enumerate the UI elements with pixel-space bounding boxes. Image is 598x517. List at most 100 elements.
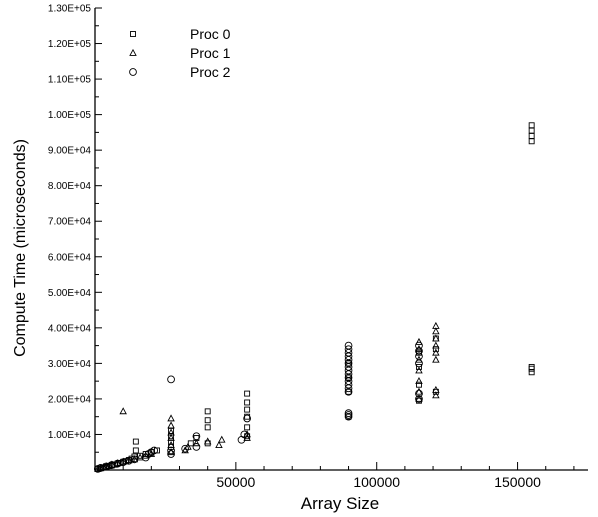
x-tick-label: 150000 bbox=[494, 474, 541, 490]
data-point-square bbox=[432, 346, 439, 353]
data-point-circle bbox=[96, 464, 105, 472]
data-point-circle bbox=[415, 341, 423, 350]
series-square bbox=[94, 122, 535, 472]
y-tick-label: 5.00E+04 bbox=[48, 288, 92, 299]
legend-label: Proc 0 bbox=[190, 26, 231, 42]
data-point-triangle bbox=[102, 462, 111, 470]
data-point-square bbox=[345, 360, 352, 367]
data-point-triangle bbox=[119, 407, 127, 415]
data-point-square bbox=[416, 381, 422, 388]
data-point-square bbox=[132, 438, 139, 445]
data-point-triangle bbox=[113, 459, 122, 467]
data-point-square bbox=[416, 363, 422, 370]
data-point-triangle bbox=[167, 448, 175, 456]
data-point-circle bbox=[167, 446, 175, 455]
x-axis-title: Array Size bbox=[301, 494, 379, 513]
data-point-square bbox=[204, 408, 211, 415]
data-point-square bbox=[204, 417, 211, 424]
data-point-square bbox=[528, 127, 535, 134]
data-point-circle bbox=[113, 459, 122, 468]
data-point-circle bbox=[415, 359, 423, 368]
data-point-circle bbox=[119, 458, 128, 467]
data-point-square bbox=[132, 447, 139, 454]
data-point-triangle bbox=[432, 385, 440, 393]
y-tick-label: 1.30E+05 bbox=[48, 4, 92, 15]
data-point-triangle bbox=[432, 355, 440, 363]
data-point-triangle bbox=[184, 442, 192, 450]
legend-marker-square bbox=[130, 31, 136, 37]
data-point-triangle bbox=[432, 334, 440, 342]
y-tick-label: 4.00E+04 bbox=[48, 323, 92, 334]
data-point-triangle bbox=[136, 453, 144, 461]
data-point-circle bbox=[240, 430, 249, 439]
data-point-square bbox=[528, 138, 535, 145]
x-axis-ticks: 50000 100000 150000 bbox=[122, 462, 575, 490]
data-point-triangle bbox=[167, 440, 175, 448]
y-tick-label: 7.00E+04 bbox=[48, 217, 92, 228]
y-axis-title: Compute Time (microseconds) bbox=[12, 139, 29, 357]
data-point-circle bbox=[415, 347, 423, 355]
data-point-circle bbox=[344, 341, 353, 350]
data-point-triangle bbox=[432, 321, 440, 329]
data-point-circle bbox=[415, 389, 423, 398]
plot-area bbox=[93, 122, 535, 473]
data-point-triangle bbox=[167, 428, 175, 436]
y-axis-ticks: 1.00E+04 2.00E+04 3.00E+04 4.00E+04 5.00E+04… bbox=[48, 4, 102, 453]
legend-label: Proc 1 bbox=[190, 45, 231, 61]
series-triangle bbox=[94, 321, 440, 472]
data-point-circle bbox=[415, 352, 423, 361]
data-point-square bbox=[204, 424, 211, 431]
axes bbox=[94, 8, 588, 471]
data-point-triangle bbox=[130, 455, 139, 463]
data-point-square bbox=[416, 349, 422, 356]
data-point-square bbox=[345, 413, 352, 420]
data-point-square bbox=[528, 132, 535, 139]
data-point-circle bbox=[415, 395, 423, 403]
data-point-triangle bbox=[141, 451, 150, 459]
data-point-square bbox=[244, 413, 251, 420]
data-point-square bbox=[528, 365, 535, 372]
data-point-square bbox=[148, 449, 155, 456]
data-point-triangle bbox=[415, 387, 423, 395]
data-point-triangle bbox=[215, 440, 223, 448]
y-tick-label: 1.00E+04 bbox=[48, 430, 92, 441]
data-point-triangle bbox=[181, 446, 189, 454]
data-point-circle bbox=[167, 375, 175, 384]
data-point-square bbox=[244, 406, 251, 413]
data-point-triangle bbox=[415, 377, 423, 385]
data-point-triangle bbox=[432, 391, 440, 399]
data-point-triangle bbox=[203, 437, 212, 445]
y-tick-label: 1.10E+05 bbox=[48, 75, 92, 86]
data-point-triangle bbox=[94, 464, 102, 472]
data-point-square bbox=[528, 122, 535, 129]
y-tick-label: 1.20E+05 bbox=[48, 39, 92, 50]
data-point-triangle bbox=[119, 457, 127, 465]
y-tick-label: 6.00E+04 bbox=[48, 252, 92, 263]
data-point-circle bbox=[150, 446, 159, 455]
data-point-triangle bbox=[432, 348, 440, 356]
legend-marker-triangle bbox=[129, 48, 137, 56]
data-point-triangle bbox=[432, 327, 440, 335]
data-point-circle bbox=[167, 450, 175, 458]
legend-marker-circle bbox=[129, 68, 137, 76]
data-point-circle bbox=[108, 461, 116, 469]
data-point-square bbox=[345, 374, 352, 381]
data-point-triangle bbox=[167, 421, 175, 429]
data-point-triangle bbox=[415, 366, 423, 374]
data-point-square bbox=[528, 369, 535, 376]
data-point-triangle bbox=[108, 460, 116, 468]
data-point-square bbox=[244, 390, 251, 397]
legend-label: Proc 2 bbox=[190, 64, 231, 80]
legend: Proc 0 Proc 1 Proc 2 bbox=[129, 26, 231, 80]
data-point-triangle bbox=[432, 341, 440, 349]
y-tick-label: 3.00E+04 bbox=[48, 359, 92, 370]
data-point-triangle bbox=[192, 439, 201, 447]
data-point-square bbox=[528, 363, 535, 370]
data-point-circle bbox=[181, 444, 189, 453]
data-point-circle bbox=[130, 455, 139, 464]
data-point-circle bbox=[124, 456, 133, 465]
data-point-triangle bbox=[415, 337, 423, 345]
data-point-square bbox=[345, 388, 352, 395]
data-point-triangle bbox=[167, 433, 175, 441]
